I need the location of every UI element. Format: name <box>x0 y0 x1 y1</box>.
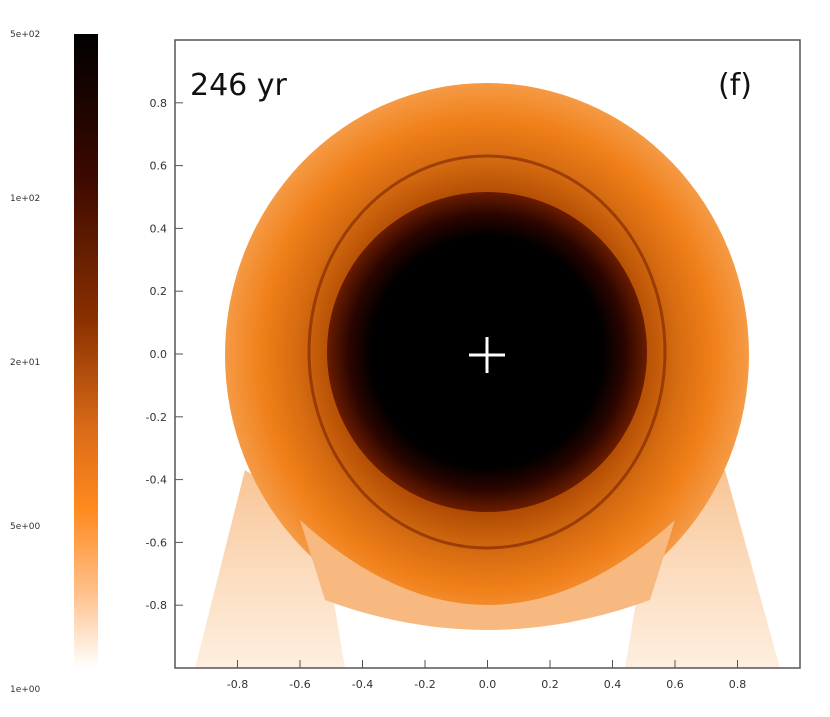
time-label: 246 yr <box>190 68 288 103</box>
x-tick-label: 0.2 <box>541 678 559 691</box>
x-tick-label: -0.8 <box>227 678 248 691</box>
x-tick-label: -0.4 <box>352 678 373 691</box>
x-tick-label: -0.6 <box>289 678 310 691</box>
y-tick-label: -0.4 <box>146 474 167 487</box>
center-marker <box>469 337 505 373</box>
y-tick-label: 0.4 <box>150 222 168 235</box>
colorbar-bar <box>74 34 98 668</box>
colorbar-tick-label: 5e+00 <box>10 522 41 532</box>
y-tick-label: 0.6 <box>150 160 168 173</box>
colorbar-tick-label: 2e+01 <box>10 358 40 368</box>
colorbar-tick-label: 1e+02 <box>10 194 40 204</box>
inner-ring <box>307 154 667 550</box>
x-tick-label: 0.0 <box>479 678 497 691</box>
panel-label: (f) <box>718 68 752 103</box>
colorbar-tick-label: 1e+00 <box>10 685 41 695</box>
x-tick-label: 0.4 <box>604 678 622 691</box>
plot-area: 246 yr (f) <box>174 39 801 669</box>
y-tick-label: 0.2 <box>150 285 168 298</box>
colorbar: 5e+02 1e+02 2e+01 5e+00 1e+00 <box>10 30 98 695</box>
x-axis: -0.8 -0.6 -0.4 -0.2 0.0 0.2 0.4 0.6 0.8 <box>227 660 746 691</box>
x-tick-label: 0.6 <box>666 678 684 691</box>
y-axis: 0.8 0.6 0.4 0.2 0.0 -0.2 -0.4 -0.6 -0.8 <box>146 97 183 612</box>
y-tick-label: -0.8 <box>146 599 167 612</box>
shell-bottom-lobe <box>300 520 675 630</box>
y-tick-label: 0.0 <box>150 348 168 361</box>
x-tick-label: -0.2 <box>414 678 435 691</box>
y-tick-label: -0.2 <box>146 411 167 424</box>
y-tick-label: 0.8 <box>150 97 168 110</box>
x-tick-label: 0.8 <box>729 678 747 691</box>
colorbar-tick-label: 5e+02 <box>10 30 40 40</box>
y-tick-label: -0.6 <box>146 536 167 549</box>
